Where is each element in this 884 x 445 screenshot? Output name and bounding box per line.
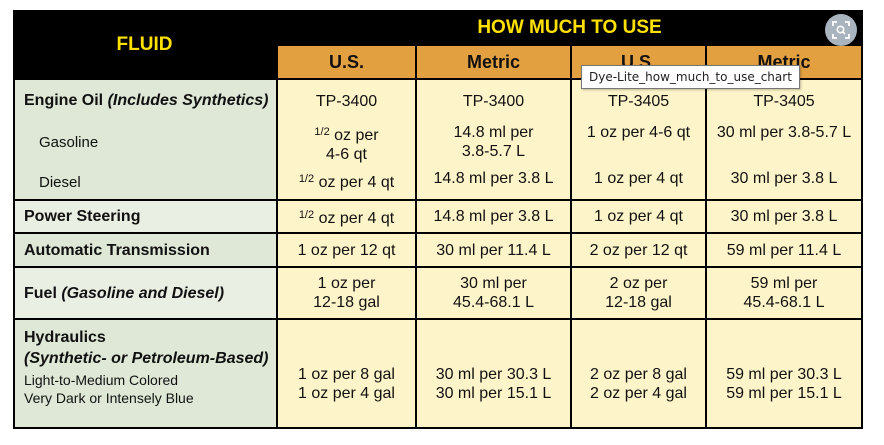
- engine-oil-name: Engine Oil (Includes Synthetics): [24, 92, 269, 109]
- automatic-transmission-metric-2-value: 59 ml per 11.4 L: [726, 241, 842, 259]
- power-steering-us-2-value: 1 oz per 4 qt: [594, 208, 683, 225]
- visual-search-icon: [832, 21, 850, 39]
- fuel-qualifier: (Gasoline and Diesel): [61, 284, 225, 302]
- diesel-us-1-value: 1/2 oz per 4 qt: [298, 173, 395, 191]
- power-steering-us-1-value: 1/2 oz per 4 qt: [298, 208, 395, 227]
- gasoline-us-1-half: 1/2: [314, 126, 330, 138]
- hydraulics-name: Hydraulics: [24, 329, 106, 346]
- fuel-metric-1-line-2: 45.4-68.1 L: [453, 294, 534, 311]
- column-header-metric-1: Metric: [417, 46, 570, 78]
- engine-oil-us-1-cell: TP-3400 1/2 oz per 4-6 qt 1/2 oz per 4 q…: [278, 80, 415, 199]
- hydraulics-us-2-line-2: 2 oz per 4 gal: [590, 385, 687, 402]
- fluid-header-label: FLUID: [116, 33, 173, 55]
- diesel-metric-1-value: 14.8 ml per 3.8 L: [433, 170, 554, 187]
- column-header-metric-1-label: Metric: [466, 51, 520, 72]
- hydraulics-fluid-cell: Hydraulics (Synthetic- or Petroleum-Base…: [15, 320, 276, 427]
- hydraulics-us-2-line-1: 2 oz per 8 gal: [590, 366, 687, 383]
- power-steering-us-2-cell: 1 oz per 4 qt: [572, 201, 705, 232]
- fuel-metric-2-cell: 59 ml per 45.4-68.1 L: [707, 268, 861, 318]
- hydraulics-metric-2-line-1: 59 ml per 30.3 L: [726, 366, 842, 383]
- gasoline-name: Gasoline: [39, 134, 99, 151]
- fuel-metric-2-line-1: 59 ml per: [750, 275, 818, 292]
- how-much-to-use-header: HOW MUCH TO USE: [276, 10, 863, 45]
- power-steering-metric-2-value: 30 ml per 3.8 L: [730, 208, 838, 225]
- engine-oil-metric-1-value: TP-3400: [462, 93, 525, 110]
- gasoline-us-1-value: 1/2 oz per 4-6 qt: [314, 126, 379, 163]
- fuel-us-2-line-1: 2 oz per: [609, 275, 668, 292]
- automatic-transmission-us-2-value: 2 oz per 12 qt: [589, 241, 688, 259]
- diesel-name: Diesel: [39, 174, 81, 191]
- fuel-name: Fuel (Gasoline and Diesel): [24, 284, 225, 302]
- hydraulics-us-1-line-1: 1 oz per 8 gal: [298, 366, 395, 383]
- hydraulics-us-1-cell: 1 oz per 8 gal 1 oz per 4 gal: [278, 320, 415, 427]
- engine-oil-metric-2-value: TP-3405: [753, 93, 815, 110]
- power-steering-name: Power Steering: [24, 208, 141, 225]
- automatic-transmission-name: Automatic Transmission: [24, 241, 210, 259]
- engine-oil-us-1-value: TP-3400: [315, 93, 378, 110]
- power-steering-metric-2-cell: 30 ml per 3.8 L: [707, 201, 861, 232]
- engine-oil-qualifier: (Includes Synthetics): [107, 92, 269, 109]
- fuel-us-1-line-2: 12-18 gal: [313, 294, 380, 311]
- automatic-transmission-us-1-value: 1 oz per 12 qt: [297, 241, 396, 259]
- power-steering-metric-1-cell: 14.8 ml per 3.8 L: [417, 201, 570, 232]
- hydraulics-metric-2-line-2: 59 ml per 15.1 L: [726, 385, 842, 402]
- diesel-us-2-value: 1 oz per 4 qt: [594, 170, 683, 187]
- hydraulics-us-2-cell: 2 oz per 8 gal 2 oz per 4 gal: [572, 320, 705, 427]
- power-steering-fluid-cell: Power Steering: [15, 201, 276, 232]
- visual-search-button[interactable]: [825, 14, 857, 46]
- image-title-tooltip: Dye-Lite_how_much_to_use_chart: [581, 65, 800, 89]
- hydraulics-light-colored-label: Light-to-Medium Colored: [24, 372, 179, 388]
- power-steering-us-1-cell: 1/2 oz per 4 qt: [278, 201, 415, 232]
- power-steering-metric-1-value: 14.8 ml per 3.8 L: [433, 208, 554, 225]
- column-header-us-1-label: U.S.: [328, 51, 364, 72]
- fuel-us-2-line-2: 12-18 gal: [605, 294, 672, 311]
- how-much-to-use-label: HOW MUCH TO USE: [477, 17, 662, 38]
- hydraulics-metric-1-line-2: 30 ml per 15.1 L: [435, 385, 552, 402]
- hydraulics-very-dark-label: Very Dark or Intensely Blue: [24, 390, 194, 406]
- engine-oil-metric-1-cell: TP-3400 14.8 ml per 3.8-5.7 L 14.8 ml pe…: [417, 80, 570, 199]
- engine-oil-metric-2-cell: TP-3405 30 ml per 3.8-5.7 L 30 ml per 3.…: [707, 80, 861, 199]
- fuel-metric-1-cell: 30 ml per 45.4-68.1 L: [417, 268, 570, 318]
- column-header-us-1: U.S.: [278, 46, 415, 78]
- hydraulics-metric-1-line-1: 30 ml per 30.3 L: [435, 366, 552, 383]
- diesel-metric-2-value: 30 ml per 3.8 L: [730, 170, 838, 187]
- hydraulics-qualifier: (Synthetic- or Petroleum-Based): [24, 350, 269, 367]
- engine-oil-fluid-cell: Engine Oil (Includes Synthetics) Gasolin…: [15, 80, 276, 199]
- automatic-transmission-us-2-cell: 2 oz per 12 qt: [572, 234, 705, 266]
- fluid-header: FLUID: [13, 10, 276, 78]
- automatic-transmission-metric-2-cell: 59 ml per 11.4 L: [707, 234, 861, 266]
- gasoline-metric-1-value: 14.8 ml per 3.8-5.7 L: [453, 124, 534, 160]
- hydraulics-metric-2-cell: 59 ml per 30.3 L 59 ml per 15.1 L: [707, 320, 861, 427]
- gasoline-us-2-value: 1 oz per 4-6 qt: [586, 124, 691, 141]
- fuel-metric-2-line-2: 45.4-68.1 L: [743, 294, 825, 311]
- engine-oil-us-2-value: TP-3405: [607, 93, 670, 110]
- engine-oil-us-2-cell: TP-3405 1 oz per 4-6 qt 1 oz per 4 qt: [572, 80, 705, 199]
- fuel-fluid-cell: Fuel (Gasoline and Diesel): [15, 268, 276, 318]
- hydraulics-metric-1-cell: 30 ml per 30.3 L 30 ml per 15.1 L: [417, 320, 570, 427]
- automatic-transmission-metric-1-value: 30 ml per 11.4 L: [436, 241, 551, 259]
- automatic-transmission-us-1-cell: 1 oz per 12 qt: [278, 234, 415, 266]
- fuel-us-2-cell: 2 oz per 12-18 gal: [572, 268, 705, 318]
- hydraulics-us-1-line-2: 1 oz per 4 gal: [298, 385, 395, 402]
- fuel-us-1-cell: 1 oz per 12-18 gal: [278, 268, 415, 318]
- fuel-us-1-line-1: 1 oz per: [317, 275, 376, 292]
- automatic-transmission-fluid-cell: Automatic Transmission: [15, 234, 276, 266]
- automatic-transmission-metric-1-cell: 30 ml per 11.4 L: [417, 234, 570, 266]
- fuel-metric-1-line-1: 30 ml per: [460, 275, 527, 292]
- gasoline-metric-2-value: 30 ml per 3.8-5.7 L: [716, 124, 852, 141]
